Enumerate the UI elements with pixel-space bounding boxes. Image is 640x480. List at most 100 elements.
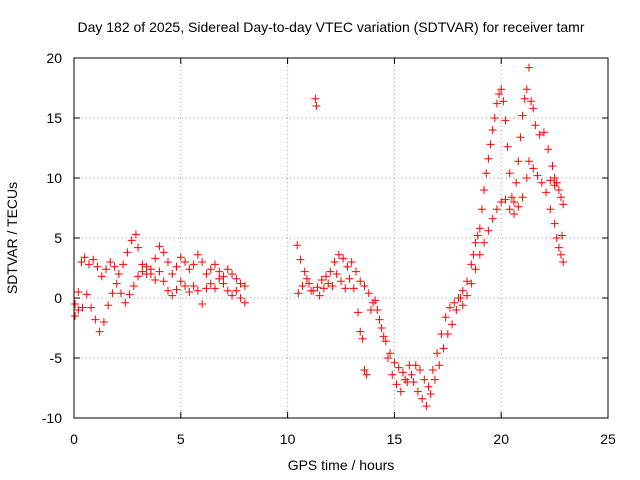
data-point [206, 279, 215, 288]
data-point [529, 164, 538, 173]
data-point [537, 178, 546, 187]
data-point [383, 354, 392, 362]
data-point [548, 162, 557, 170]
data-point [398, 368, 407, 377]
data-point [360, 366, 369, 374]
data-point [473, 231, 482, 240]
data-point [480, 186, 489, 194]
data-point [529, 104, 538, 113]
data-point [409, 378, 418, 386]
data-point [371, 296, 380, 305]
data-point [330, 258, 339, 266]
data-point [495, 90, 504, 98]
data-point [418, 394, 427, 403]
data-point [185, 265, 194, 274]
data-point [518, 193, 527, 202]
data-point [312, 102, 321, 110]
data-point [463, 277, 472, 286]
data-point [232, 274, 241, 283]
data-point [198, 258, 207, 266]
data-point [210, 284, 219, 293]
data-point [482, 169, 491, 178]
data-point [347, 258, 356, 266]
data-point [326, 267, 335, 276]
data-point [95, 327, 104, 336]
data-point [89, 255, 98, 264]
data-series [71, 63, 568, 410]
data-point [539, 128, 548, 137]
data-point [202, 270, 211, 278]
data-point [458, 301, 467, 310]
data-point [334, 250, 343, 259]
data-point [74, 306, 83, 314]
y-tick-label: 20 [46, 50, 62, 66]
data-point [97, 272, 106, 281]
data-point [185, 288, 194, 296]
data-point [501, 116, 510, 125]
data-point [452, 306, 461, 314]
data-point [163, 286, 172, 295]
data-point [518, 111, 527, 120]
data-point [550, 174, 559, 182]
data-point [558, 231, 567, 240]
data-point [298, 282, 307, 290]
data-point [176, 253, 185, 262]
data-point [510, 210, 519, 218]
data-point [82, 290, 91, 299]
data-point [520, 94, 529, 103]
data-point [386, 349, 395, 358]
data-point [516, 133, 525, 142]
data-point [223, 265, 232, 274]
data-point [441, 313, 450, 322]
data-point [510, 198, 519, 206]
data-point [501, 195, 510, 204]
data-point [505, 169, 514, 178]
data-point [127, 236, 136, 245]
data-point [413, 387, 422, 396]
data-point [322, 272, 331, 281]
y-tick-label: 5 [54, 230, 62, 246]
grid-lines [74, 58, 608, 418]
data-point [463, 291, 472, 300]
data-point [119, 260, 128, 269]
data-point [304, 279, 313, 288]
data-point [394, 363, 403, 372]
data-point [131, 230, 140, 239]
data-point [74, 288, 83, 296]
data-point [533, 171, 542, 180]
data-point [328, 282, 337, 290]
data-point [151, 276, 160, 284]
data-point [443, 330, 452, 338]
series-track-e [458, 63, 568, 295]
data-point [168, 291, 177, 300]
data-point [102, 265, 111, 274]
data-point [356, 277, 365, 286]
data-point [146, 270, 155, 278]
series-track-b [71, 262, 249, 336]
data-point [202, 284, 211, 293]
data-point [422, 402, 431, 410]
data-point [108, 289, 117, 298]
data-point [232, 286, 241, 295]
data-point [362, 370, 371, 379]
data-point [486, 140, 495, 149]
data-point [313, 283, 322, 292]
data-point [488, 126, 497, 134]
data-point [215, 267, 224, 276]
data-point [377, 324, 386, 332]
data-point [430, 375, 439, 384]
data-point [475, 224, 484, 233]
y-axis-label: SDTVAR / TECUs [4, 182, 20, 294]
data-point [324, 279, 333, 288]
series-track-d [294, 270, 465, 410]
data-point [477, 205, 486, 214]
data-point [505, 205, 514, 214]
chart-title: Day 182 of 2025, Sidereal Day-to-day VTE… [77, 19, 584, 35]
data-point [319, 284, 328, 293]
data-point [181, 282, 190, 290]
data-point [104, 301, 113, 310]
data-point [375, 315, 384, 324]
data-point [193, 250, 202, 259]
data-point [138, 267, 147, 276]
data-point [349, 284, 358, 293]
